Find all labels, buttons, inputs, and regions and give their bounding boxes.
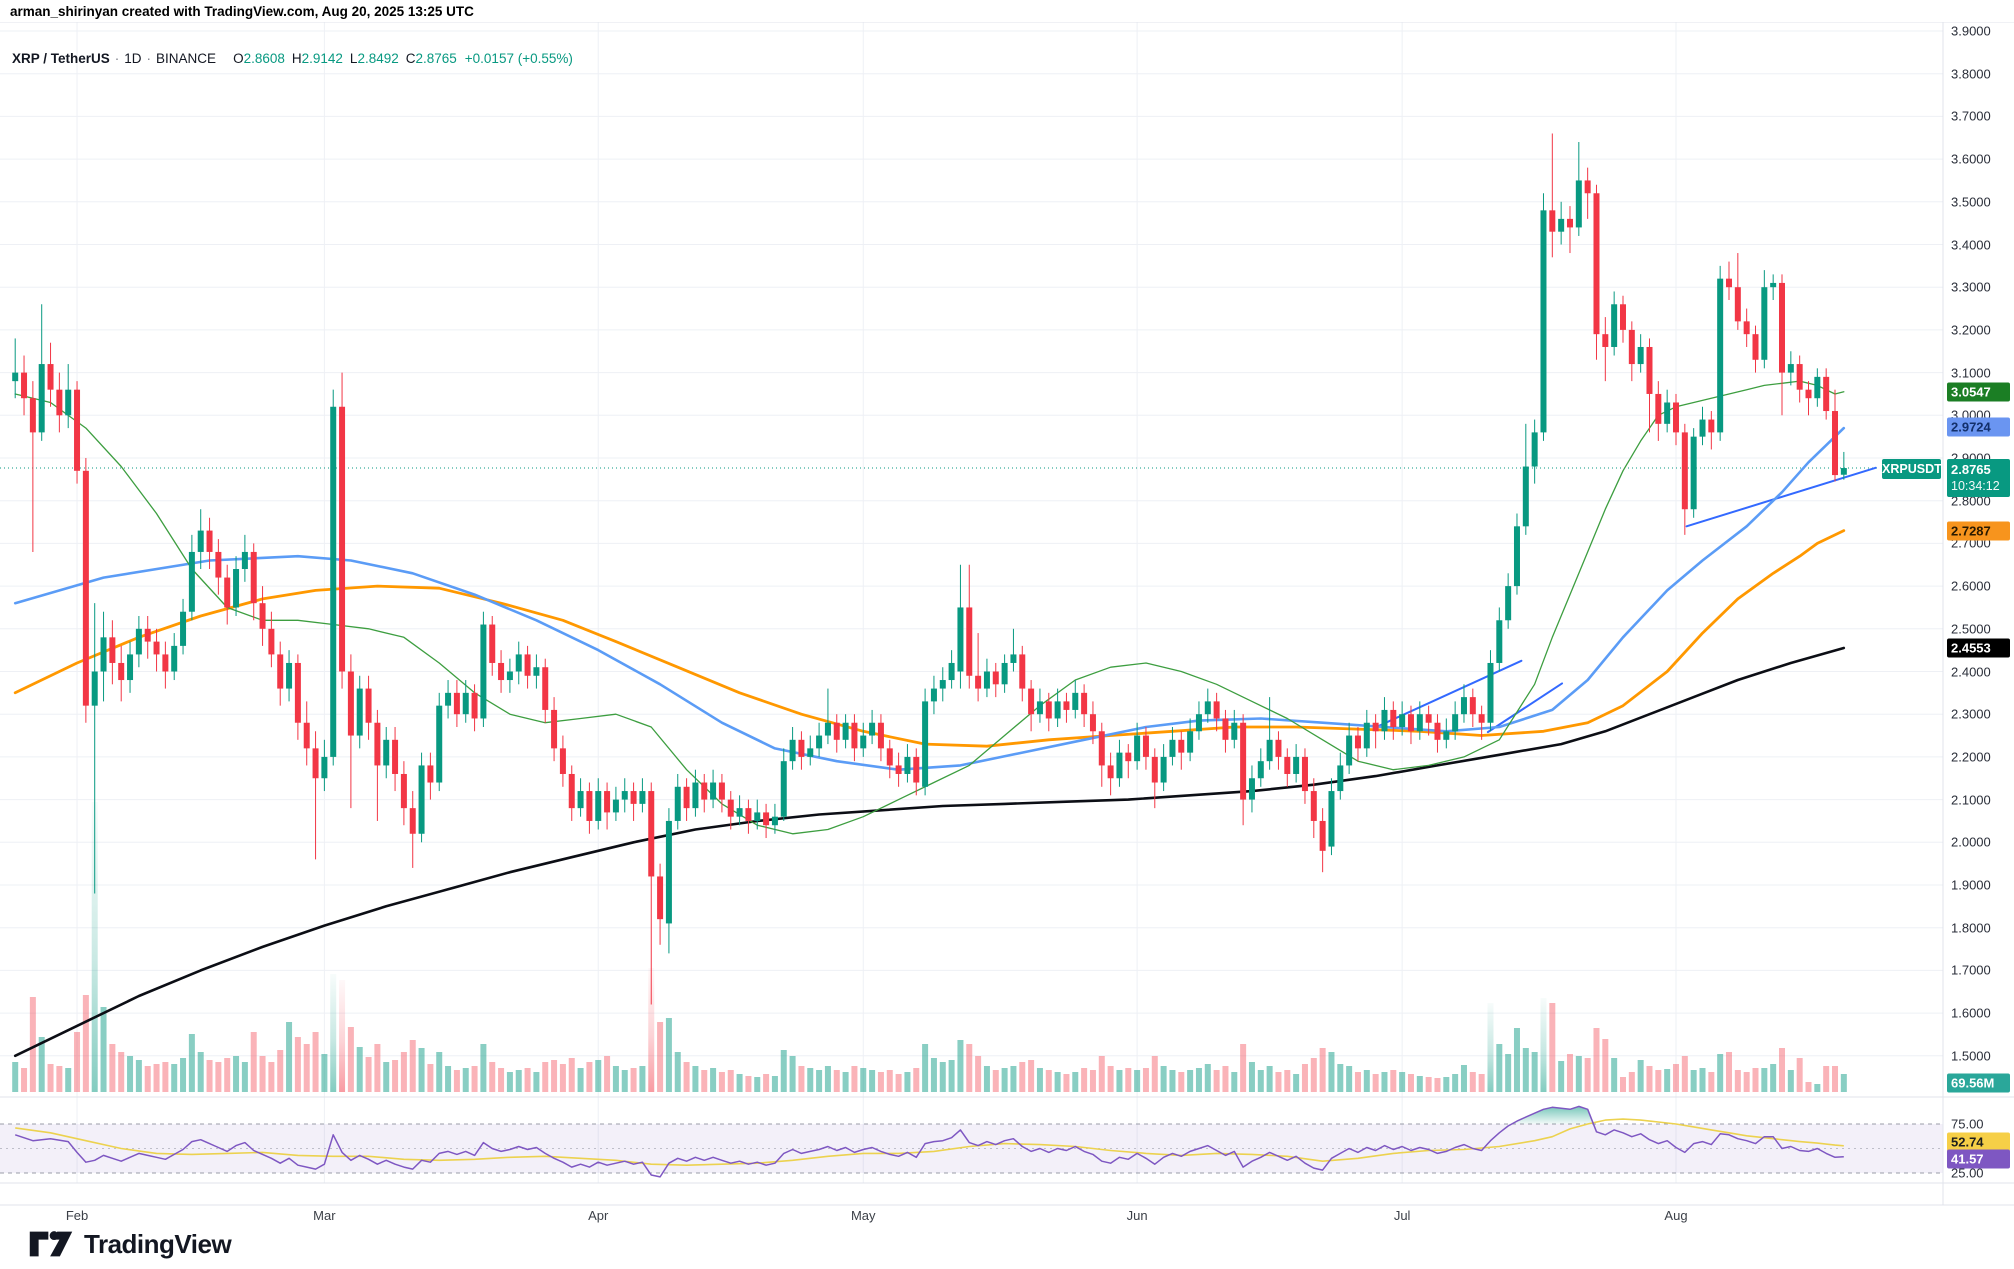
price-axis-tick[interactable]: 2.1000: [1951, 792, 1991, 808]
price-axis-tick[interactable]: 2.6000: [1951, 578, 1991, 594]
symbol-legend: XRP / TetherUS · 1D · BINANCE O2.8608 H2.9142 L…: [12, 51, 573, 66]
price-axis-tick[interactable]: 3.8000: [1951, 66, 1991, 82]
attribution-text: arman_shirinyan created with TradingView…: [10, 4, 474, 19]
price-axis-tick[interactable]: 3.3000: [1951, 279, 1991, 295]
time-axis-month[interactable]: May: [850, 1208, 876, 1223]
price-axis-tick[interactable]: 2.5000: [1951, 621, 1991, 637]
price-axis-tick[interactable]: 1.9000: [1951, 877, 1991, 893]
axis-price-label: 2.9724: [1947, 417, 2010, 437]
high-value: 2.9142: [301, 51, 343, 66]
symbol-name[interactable]: XRP / TetherUS: [12, 51, 110, 66]
tradingview-logo-text: TradingView: [84, 1228, 232, 1259]
price-axis-tick[interactable]: 2.2000: [1951, 749, 1991, 765]
price-axis-tick[interactable]: 1.6000: [1951, 1005, 1991, 1021]
price-axis-tick[interactable]: 1.7000: [1951, 962, 1991, 978]
axis-price-label: 2.4553: [1947, 638, 2010, 658]
low-value: 2.8492: [357, 51, 399, 66]
chart-frame: XRP / TetherUS · 1D · BINANCE O2.8608 H2.9142 L…: [0, 22, 2014, 1223]
close-value: 2.8765: [415, 51, 457, 66]
price-axis-tick[interactable]: 2.4000: [1951, 664, 1991, 679]
interval-label[interactable]: 1D: [124, 51, 142, 66]
price-axis-tick[interactable]: 3.7000: [1951, 108, 1991, 124]
rsi-axis-tick[interactable]: 75.00: [1951, 1116, 1984, 1132]
price-axis-tick[interactable]: 3.6000: [1951, 151, 1991, 167]
current-price-value: 2.8765: [1951, 462, 1991, 477]
price-axis-tick[interactable]: 1.5000: [1951, 1048, 1991, 1064]
price-axis-tick[interactable]: 2.0000: [1951, 834, 1991, 850]
axis-price-label: 41.57: [1947, 1149, 2010, 1169]
time-axis-month[interactable]: Jul: [1393, 1208, 1411, 1223]
time-axis-month[interactable]: Mar: [313, 1208, 336, 1223]
price-axis-tick[interactable]: 3.2000: [1951, 322, 1991, 338]
time-axis-month[interactable]: Aug: [1664, 1208, 1688, 1223]
tradingview-logo[interactable]: TradingView: [28, 1226, 232, 1262]
price-axis-tick[interactable]: 3.1000: [1951, 365, 1991, 381]
bar-countdown: 10:34:12: [1951, 479, 2000, 493]
price-axis-tick[interactable]: 2.3000: [1951, 706, 1991, 722]
rsi-axis-tick[interactable]: 25.00: [1951, 1165, 1984, 1181]
axis-price-label: 69.56M: [1947, 1073, 2010, 1093]
current-price-label: 2.8765 10:34:12: [1947, 459, 2010, 497]
time-axis-month[interactable]: Jun: [1126, 1208, 1148, 1223]
ohlc-values: O2.8608 H2.9142 L2.8492 C2.8765 +0.0157 (+0.…: [233, 51, 573, 66]
chart-canvas[interactable]: [0, 22, 2014, 1269]
price-axis-tick[interactable]: 3.9000: [1951, 23, 1991, 39]
axis-price-label: 2.7287: [1947, 521, 2010, 541]
tradingview-logo-icon: [29, 1231, 73, 1257]
time-axis-month[interactable]: Feb: [65, 1208, 89, 1223]
time-axis-month[interactable]: Apr: [588, 1208, 609, 1223]
price-axis-tick[interactable]: 3.5000: [1951, 194, 1991, 210]
axis-price-label: 52.74: [1947, 1132, 2010, 1152]
price-axis-tick[interactable]: 1.8000: [1951, 920, 1991, 936]
open-value: 2.8608: [243, 51, 285, 66]
symbol-price-tag: XRPUSDT: [1882, 459, 1942, 479]
change-value: +0.0157 (+0.55%): [464, 51, 573, 66]
exchange-label: BINANCE: [156, 51, 217, 66]
axis-price-label: 3.0547: [1947, 382, 2010, 402]
price-axis-tick[interactable]: 3.4000: [1951, 237, 1991, 252]
